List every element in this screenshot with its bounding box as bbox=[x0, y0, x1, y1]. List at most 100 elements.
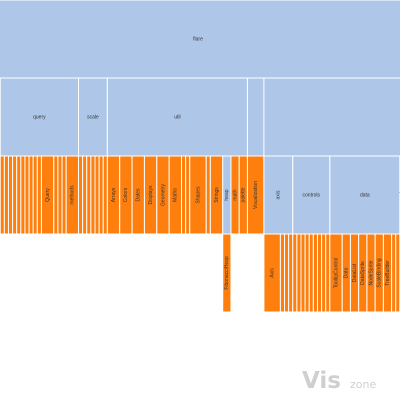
leaf-cell[interactable] bbox=[78, 155, 84, 235]
node-cell-0-5-1-6[interactable] bbox=[316, 233, 323, 313]
leaf-cell[interactable] bbox=[61, 155, 67, 235]
leaf-cell[interactable] bbox=[391, 233, 397, 313]
node-util[interactable]: util bbox=[106, 77, 248, 157]
node-controls[interactable]: controls bbox=[292, 155, 331, 235]
node-heap[interactable]: heap bbox=[222, 155, 232, 235]
leaf-cell[interactable] bbox=[316, 233, 323, 313]
node-tooltipcontrol[interactable]: TooltipControl bbox=[329, 233, 343, 313]
leaf-cell[interactable] bbox=[28, 155, 34, 235]
node-palette[interactable]: palette bbox=[238, 155, 248, 235]
node-data[interactable]: data bbox=[329, 155, 400, 235]
node-shapes[interactable]: Shapes bbox=[189, 155, 207, 235]
node-cell-0-5-2-8[interactable] bbox=[395, 233, 400, 313]
node-cell-0-5-2-7[interactable] bbox=[391, 233, 397, 313]
leaf-cell[interactable] bbox=[53, 155, 59, 235]
node-cell-0-3-7[interactable] bbox=[185, 155, 191, 235]
leaf-cell[interactable] bbox=[300, 233, 306, 313]
leaf-cell[interactable] bbox=[90, 155, 96, 235]
node-arrays[interactable]: Arrays bbox=[106, 155, 121, 235]
node-cell-0-5-1-2[interactable] bbox=[300, 233, 306, 313]
node-cell-0-1-1[interactable] bbox=[3, 155, 9, 235]
leaf-cell[interactable] bbox=[57, 155, 63, 235]
node-cell-0-2-1[interactable] bbox=[82, 155, 88, 235]
node-cell-0-2-5[interactable] bbox=[98, 155, 104, 235]
node-cell-0-1-7[interactable] bbox=[28, 155, 34, 235]
node-cell-0-1-12[interactable] bbox=[57, 155, 63, 235]
node-cell-0-5-0-3[interactable] bbox=[288, 233, 294, 313]
node-cell-0-2-2[interactable] bbox=[86, 155, 92, 235]
leaf-cell[interactable] bbox=[102, 155, 108, 235]
node-cell-0-2-4[interactable] bbox=[94, 155, 100, 235]
leaf-cell[interactable] bbox=[288, 233, 294, 313]
leaf-cell[interactable] bbox=[3, 155, 9, 235]
node-datalist[interactable]: DataList bbox=[349, 233, 360, 313]
node-cell-0-5-1-8[interactable] bbox=[325, 233, 331, 313]
leaf-cell[interactable] bbox=[94, 155, 100, 235]
node-methods[interactable]: methods bbox=[65, 155, 80, 235]
leaf-cell[interactable] bbox=[312, 233, 318, 313]
node-maths[interactable]: Maths bbox=[168, 155, 183, 235]
leaf-cell[interactable] bbox=[86, 155, 92, 235]
node-cell-0-5[interactable] bbox=[263, 77, 400, 157]
node-cell-0-5-1-1[interactable] bbox=[296, 233, 302, 313]
leaf-cell[interactable] bbox=[395, 233, 400, 313]
node-visualization[interactable]: Visualization bbox=[246, 155, 265, 235]
node-geometry[interactable]: Geometry bbox=[156, 155, 170, 235]
leaf-cell[interactable] bbox=[12, 155, 18, 235]
leaf-cell[interactable] bbox=[325, 233, 331, 313]
node-math[interactable]: math bbox=[230, 155, 240, 235]
node-cell-0-5-1-3[interactable] bbox=[304, 233, 310, 313]
leaf-cell[interactable] bbox=[98, 155, 104, 235]
node-cell-0-1-2[interactable] bbox=[7, 155, 14, 235]
leaf-cell[interactable] bbox=[181, 155, 187, 235]
leaf-cell[interactable] bbox=[36, 155, 42, 235]
node-cell-0-4[interactable] bbox=[246, 77, 265, 157]
leaf-cell[interactable] bbox=[82, 155, 88, 235]
node-cell-0-2-6[interactable] bbox=[102, 155, 108, 235]
node-cell-0-1-0[interactable] bbox=[0, 155, 5, 235]
branch-cell[interactable] bbox=[0, 77, 80, 157]
node-cell-0-5-1-4[interactable] bbox=[308, 233, 314, 313]
leaf-cell[interactable] bbox=[16, 155, 22, 235]
node-cell-0-5-0-2[interactable] bbox=[284, 233, 290, 313]
node-displays[interactable]: Displays bbox=[143, 155, 158, 235]
node-treebuilder[interactable]: TreeBuilder bbox=[382, 233, 393, 313]
node-dates[interactable]: Dates bbox=[131, 155, 145, 235]
node-cell-0-1-8[interactable] bbox=[32, 155, 38, 235]
node-cell-0-1-11[interactable] bbox=[53, 155, 59, 235]
node-cell-0-2-3[interactable] bbox=[90, 155, 96, 235]
leaf-cell[interactable] bbox=[321, 233, 327, 313]
node-scale[interactable]: scale bbox=[78, 77, 108, 157]
branch-cell[interactable] bbox=[263, 155, 294, 235]
node-nodesprite[interactable]: NodeSprite bbox=[366, 233, 376, 313]
node-cell-0-1-6[interactable] bbox=[24, 155, 30, 235]
leaf-cell[interactable] bbox=[185, 155, 191, 235]
node-cell-0-1-4[interactable] bbox=[16, 155, 22, 235]
node-query[interactable]: Query bbox=[40, 155, 55, 235]
node-cell-0-3-9[interactable] bbox=[205, 155, 211, 235]
leaf-cell[interactable] bbox=[32, 155, 38, 235]
node-axis[interactable]: axis bbox=[263, 155, 294, 235]
node-cell-0-5-1-7[interactable] bbox=[321, 233, 327, 313]
node-cell-0-3-6[interactable] bbox=[181, 155, 187, 235]
node-cell-0-5-1-0[interactable] bbox=[292, 233, 298, 313]
node-cell-0-5-1-5[interactable] bbox=[312, 233, 318, 313]
node-cell-0-1-3[interactable] bbox=[12, 155, 18, 235]
leaf-cell[interactable] bbox=[24, 155, 30, 235]
node-cell-0-1-9[interactable] bbox=[36, 155, 42, 235]
leaf-cell[interactable] bbox=[0, 155, 5, 235]
leaf-cell[interactable] bbox=[279, 233, 286, 313]
node-axis[interactable]: Axis bbox=[263, 233, 281, 313]
leaf-cell[interactable] bbox=[284, 233, 290, 313]
leaf-cell[interactable] bbox=[205, 155, 211, 235]
leaf-cell[interactable] bbox=[296, 233, 302, 313]
branch-cell[interactable] bbox=[78, 77, 108, 157]
node-cell-0-1-5[interactable] bbox=[20, 155, 26, 235]
node-scalebinding[interactable]: ScaleBinding bbox=[374, 233, 384, 313]
leaf-cell[interactable] bbox=[308, 233, 314, 313]
node-cell-0-2-0[interactable] bbox=[78, 155, 84, 235]
leaf-cell[interactable] bbox=[304, 233, 310, 313]
node-strings[interactable]: Strings bbox=[209, 155, 224, 235]
node-query[interactable]: query bbox=[0, 77, 80, 157]
node-cell-0-1-13[interactable] bbox=[61, 155, 67, 235]
